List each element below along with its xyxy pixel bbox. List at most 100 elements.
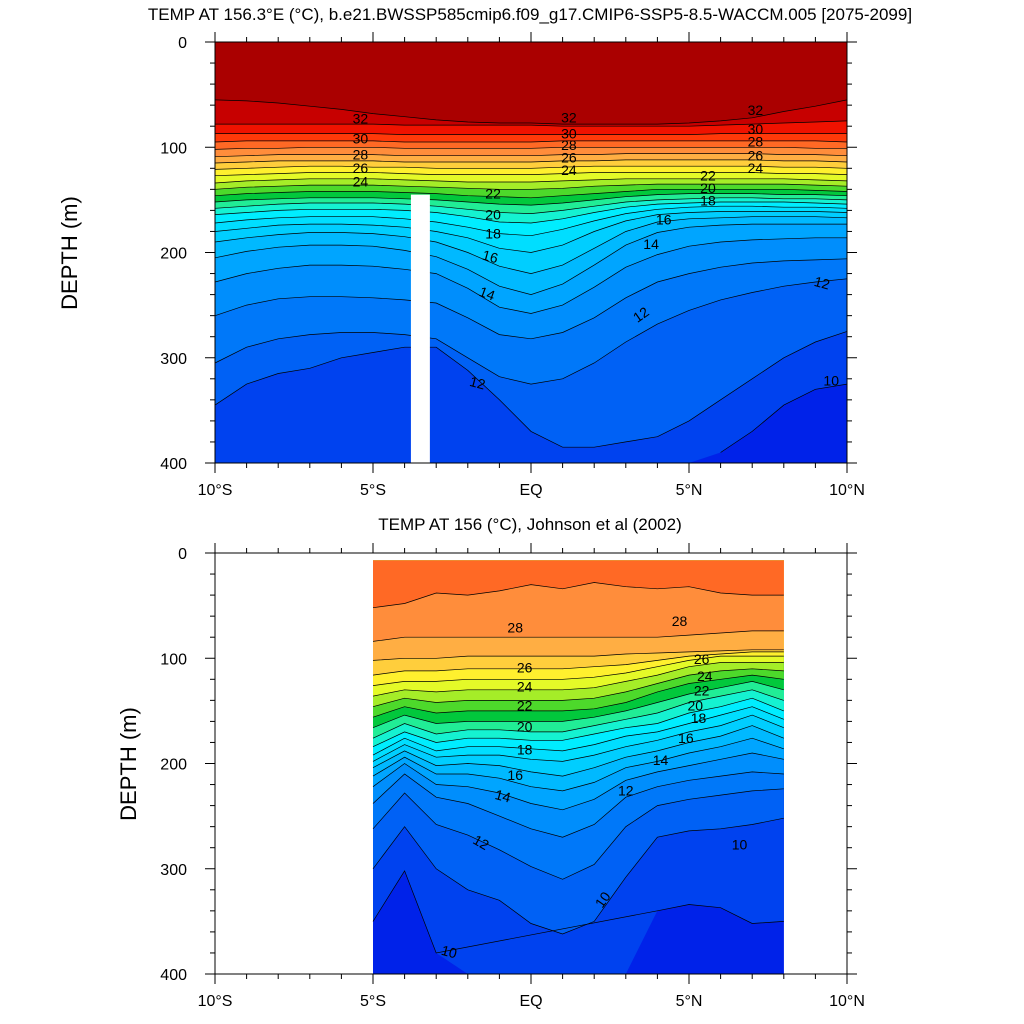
contour-label: 12 xyxy=(470,832,492,854)
contour-label: 32 xyxy=(561,110,577,126)
contour-fills xyxy=(373,560,784,974)
isotherm-17 xyxy=(372,714,784,762)
contour-label: 12 xyxy=(812,273,831,293)
y-tick-label: 0 xyxy=(178,35,187,52)
isotherm-25 xyxy=(372,655,784,686)
band-33 xyxy=(215,42,847,125)
contour-label: 20 xyxy=(517,718,533,734)
contour-label: 28 xyxy=(507,619,523,635)
isotherm-10 xyxy=(720,383,848,453)
isotherm-26 xyxy=(372,651,784,676)
contour-label: 26 xyxy=(561,150,577,166)
contour-label: 26 xyxy=(517,659,533,675)
contour-label: 28 xyxy=(353,146,369,162)
isotherm-19 xyxy=(372,697,784,748)
contour-label: 32 xyxy=(748,102,764,118)
isotherm-29 xyxy=(214,146,847,150)
contour-label: 24 xyxy=(748,160,764,176)
isotherm-32 xyxy=(215,120,848,127)
contour-label: 18 xyxy=(517,742,533,758)
x-tick-label: 10°S xyxy=(198,993,233,1010)
contour-label: 12 xyxy=(468,373,487,393)
isotherm-16 xyxy=(372,725,784,777)
top-panel-ylabel: DEPTH (m) xyxy=(57,196,82,310)
contour-label: 16 xyxy=(678,730,694,746)
isotherm-19 xyxy=(214,201,848,224)
isotherm-11 xyxy=(214,331,848,448)
isotherm-18 xyxy=(214,205,848,237)
contour-label: 30 xyxy=(353,131,369,147)
bottom-panel-ylabel: DEPTH (m) xyxy=(116,707,141,821)
y-tick-label: 0 xyxy=(178,546,187,563)
y-tick-label: 100 xyxy=(160,140,187,157)
isotherm-12 xyxy=(214,278,848,385)
isotherm-14 xyxy=(214,237,847,314)
isotherm-29 xyxy=(372,582,784,609)
contour-label: 26 xyxy=(694,651,710,667)
bottom-panel-title: TEMP AT 156 (°C), Johnson et al (2002) xyxy=(378,515,682,534)
contour-labels: 3230282624323028262432302826242220181614… xyxy=(353,102,840,392)
contour-label: 26 xyxy=(353,160,369,176)
contour-label: 10 xyxy=(823,373,839,389)
contour-label: 14 xyxy=(493,786,512,806)
isotherm-23 xyxy=(372,668,784,708)
isotherm-28 xyxy=(372,630,784,642)
contour-label: 20 xyxy=(485,206,501,222)
contour-label: 18 xyxy=(691,710,707,726)
contour-label: 12 xyxy=(618,783,634,799)
isotherm-31 xyxy=(215,133,847,135)
y-tick-label: 200 xyxy=(160,757,187,774)
y-tick-label: 300 xyxy=(160,862,187,879)
contour-label: 18 xyxy=(700,193,716,209)
isotherm-33 xyxy=(214,99,848,125)
band-29 xyxy=(373,560,784,608)
isotherm-22 xyxy=(372,674,784,718)
isotherm-14 xyxy=(372,752,784,811)
y-tick-label: 400 xyxy=(160,967,187,984)
x-tick-label: 5°N xyxy=(676,993,703,1010)
isotherm-10 xyxy=(372,870,784,954)
x-tick-label: 5°N xyxy=(676,482,703,499)
isotherm-23 xyxy=(214,183,848,190)
contour-label: 16 xyxy=(507,767,523,783)
isotherm-22 xyxy=(214,188,848,199)
contour-labels: 28 28262422201816141210262422201816141210… xyxy=(440,613,748,961)
contour-label: 24 xyxy=(561,162,577,178)
isotherm-17 xyxy=(214,211,848,253)
bottom-contour-panel: TEMP AT 156 (°C), Johnson et al (2002) D… xyxy=(116,515,865,1010)
contour-label: 22 xyxy=(517,697,533,713)
contour-label: 24 xyxy=(517,678,533,694)
x-tick-label: 5°S xyxy=(360,482,386,499)
contour-label: 28 xyxy=(748,134,764,150)
axis-ticks: 10°S 5°S EQ 5°N 10°N 0 100 200 300 400 xyxy=(160,32,865,499)
isotherm-21 xyxy=(372,681,784,729)
contour-label: 32 xyxy=(353,111,369,127)
contour-label: 22 xyxy=(694,683,710,699)
y-tick-label: 300 xyxy=(160,351,187,368)
x-tick-label: EQ xyxy=(519,993,542,1010)
y-tick-label: 400 xyxy=(160,456,187,473)
contour-label: 26 xyxy=(748,147,764,163)
isotherm-26 xyxy=(214,165,848,170)
isotherm-lines xyxy=(214,99,848,453)
isotherm-lines xyxy=(372,582,784,954)
contour-label: 28 xyxy=(561,137,577,153)
x-tick-label: 10°N xyxy=(829,482,865,499)
isotherm-28 xyxy=(214,153,848,158)
x-tick-label: 10°S xyxy=(198,482,233,499)
isotherm-27 xyxy=(372,649,784,661)
y-tick-label: 100 xyxy=(160,651,187,668)
contour-label: 20 xyxy=(688,697,704,713)
contour-label: 22 xyxy=(485,185,501,201)
isotherm-18 xyxy=(372,706,784,756)
contour-label: 14 xyxy=(643,236,659,252)
isotherm-25 xyxy=(214,172,848,177)
isotherm-11 xyxy=(372,817,784,935)
isotherm-24 xyxy=(214,178,848,184)
contour-label: 14 xyxy=(477,283,497,303)
contour-label: 16 xyxy=(656,212,672,228)
contour-label: 24 xyxy=(353,174,369,190)
x-tick-label: 5°S xyxy=(360,993,386,1010)
contour-label: 18 xyxy=(485,225,501,241)
